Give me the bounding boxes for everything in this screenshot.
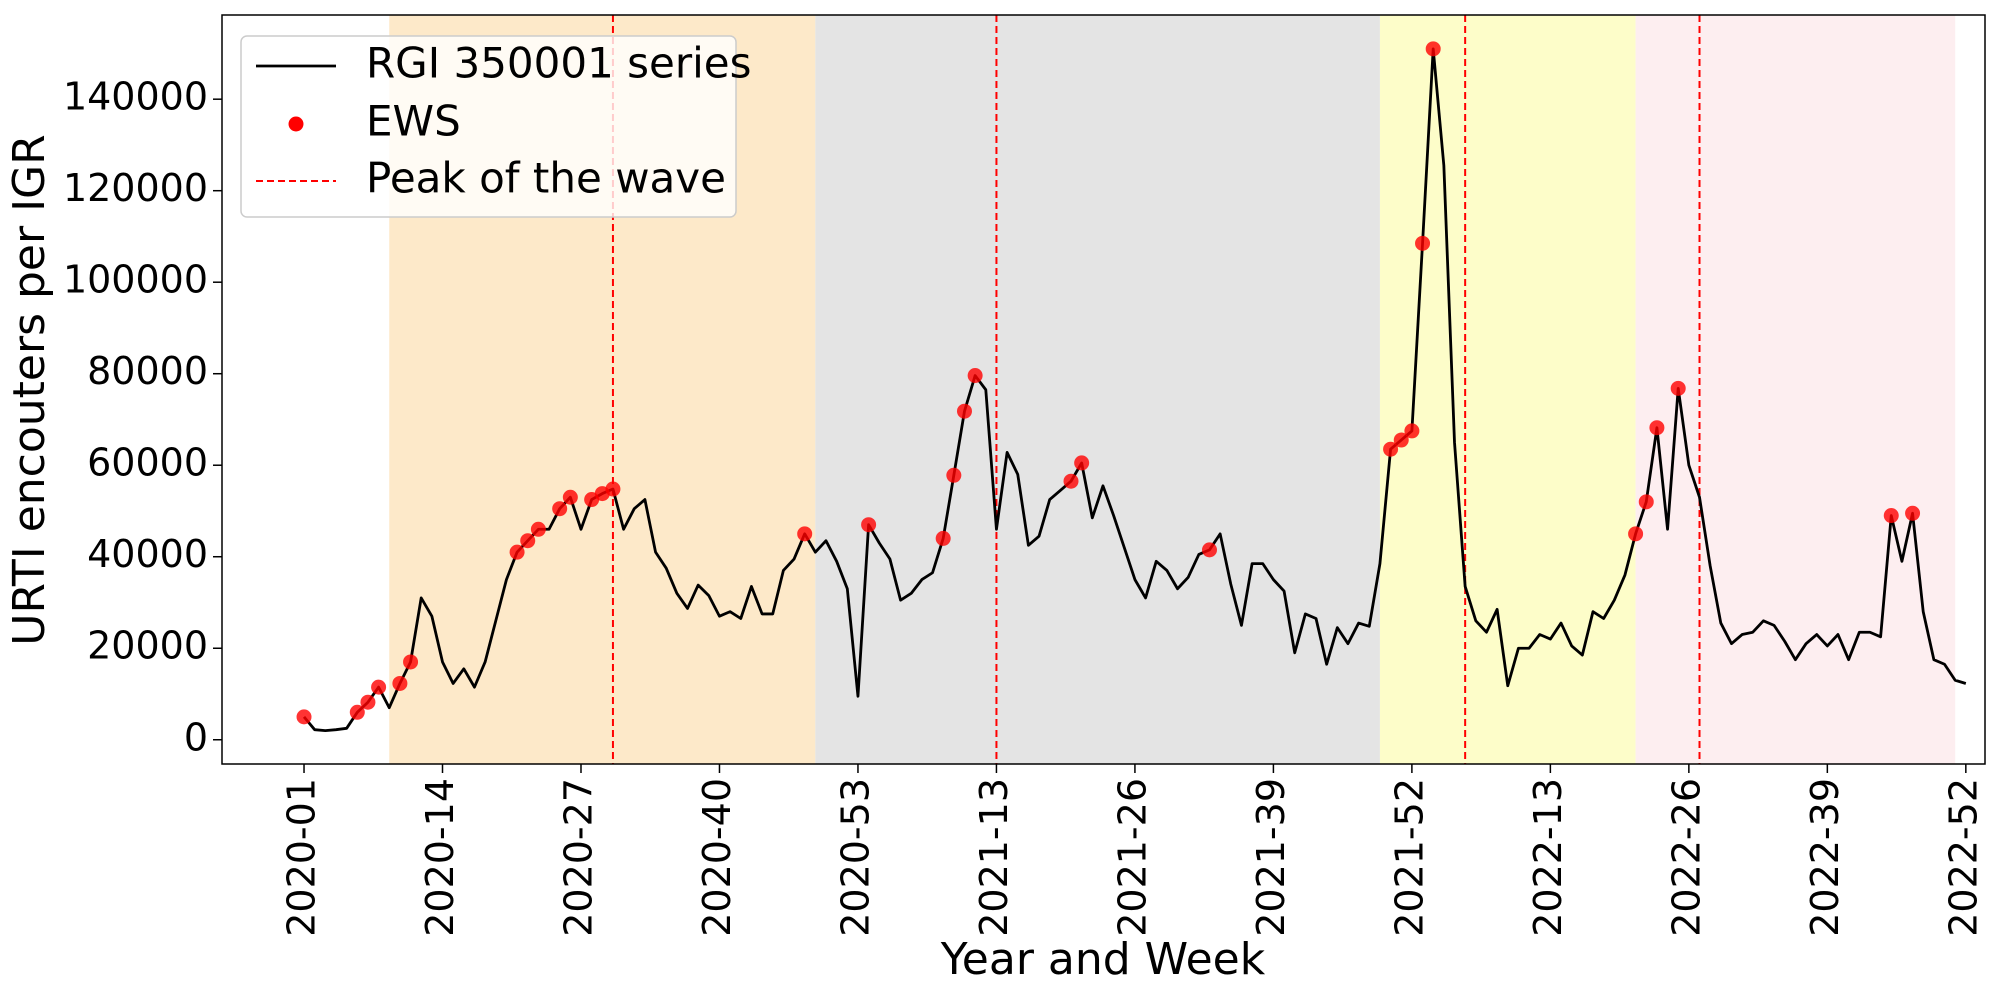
ews-point bbox=[1201, 542, 1217, 558]
wave-band bbox=[1379, 15, 1636, 764]
y-tick-label: 140000 bbox=[63, 75, 208, 119]
ews-point bbox=[1670, 380, 1686, 396]
ews-point bbox=[1649, 420, 1665, 436]
ews-point bbox=[296, 709, 312, 725]
ews-point bbox=[956, 403, 972, 419]
ews-point bbox=[1393, 432, 1409, 448]
ews-point bbox=[1074, 455, 1090, 471]
y-axis-label: URTI encouters per IGR bbox=[4, 134, 55, 645]
ews-point bbox=[946, 467, 962, 483]
x-tick-label: 2021-39 bbox=[1249, 778, 1293, 937]
x-tick-label: 2022-13 bbox=[1526, 778, 1570, 937]
legend-label: RGI 350001 series bbox=[366, 39, 752, 88]
ews-point bbox=[1883, 508, 1899, 524]
y-tick-label: 100000 bbox=[63, 258, 208, 302]
ews-point bbox=[1415, 235, 1431, 251]
x-tick-label: 2020-27 bbox=[556, 778, 600, 937]
ews-point bbox=[1905, 505, 1921, 521]
ews-point bbox=[935, 530, 951, 546]
plot-frame bbox=[221, 14, 1986, 765]
legend-label: Peak of the wave bbox=[366, 154, 726, 203]
x-tick-label: 2021-13 bbox=[972, 778, 1016, 937]
ews-point bbox=[392, 675, 408, 691]
wave-band bbox=[815, 15, 1380, 764]
ews-point bbox=[1638, 494, 1654, 510]
series-line bbox=[302, 47, 1967, 732]
x-tick-label: 2020-01 bbox=[280, 778, 324, 937]
ews-point bbox=[509, 544, 525, 560]
ews-point bbox=[1383, 441, 1399, 457]
y-tick-label: 60000 bbox=[87, 441, 208, 485]
ews-point bbox=[1628, 526, 1644, 542]
ews-point bbox=[562, 489, 578, 505]
ews-point bbox=[403, 654, 419, 670]
ews-point bbox=[520, 533, 536, 549]
x-tick-label: 2020-53 bbox=[833, 778, 877, 937]
legend: RGI 350001 series EWS Peak of the wave bbox=[240, 35, 752, 218]
x-tick-label: 2022-39 bbox=[1803, 778, 1847, 937]
ews-point bbox=[360, 694, 376, 710]
x-tick-label: 2022-26 bbox=[1664, 778, 1708, 937]
legend-dot bbox=[288, 116, 304, 132]
y-tick-label: 120000 bbox=[63, 166, 208, 210]
legend-box bbox=[240, 35, 737, 218]
y-tick-label: 40000 bbox=[87, 532, 208, 576]
x-tick-label: 2021-52 bbox=[1387, 778, 1431, 937]
y-tick-label: 80000 bbox=[87, 349, 208, 393]
ews-point bbox=[1425, 41, 1441, 57]
x-tick-label: 2021-26 bbox=[1110, 778, 1154, 937]
ews-point bbox=[371, 679, 387, 695]
ews-point bbox=[552, 501, 568, 517]
x-tick-label: 2020-14 bbox=[418, 778, 462, 937]
wave-band bbox=[1635, 15, 1956, 764]
ews-point bbox=[967, 368, 983, 384]
legend-label: EWS bbox=[366, 97, 461, 146]
ews-point bbox=[349, 704, 365, 720]
ews-point bbox=[1404, 423, 1420, 439]
ews-point bbox=[861, 517, 877, 533]
y-tick-label: 20000 bbox=[87, 624, 208, 668]
y-tick-label: 0 bbox=[184, 715, 208, 759]
x-tick-label: 2020-40 bbox=[695, 778, 739, 937]
ews-point bbox=[1063, 473, 1079, 489]
ews-point bbox=[797, 526, 813, 542]
x-axis-label: Year and Week bbox=[940, 934, 1266, 985]
ews-point bbox=[605, 481, 621, 497]
x-tick-label: 2022-52 bbox=[1941, 778, 1985, 937]
ews-point bbox=[530, 521, 546, 537]
